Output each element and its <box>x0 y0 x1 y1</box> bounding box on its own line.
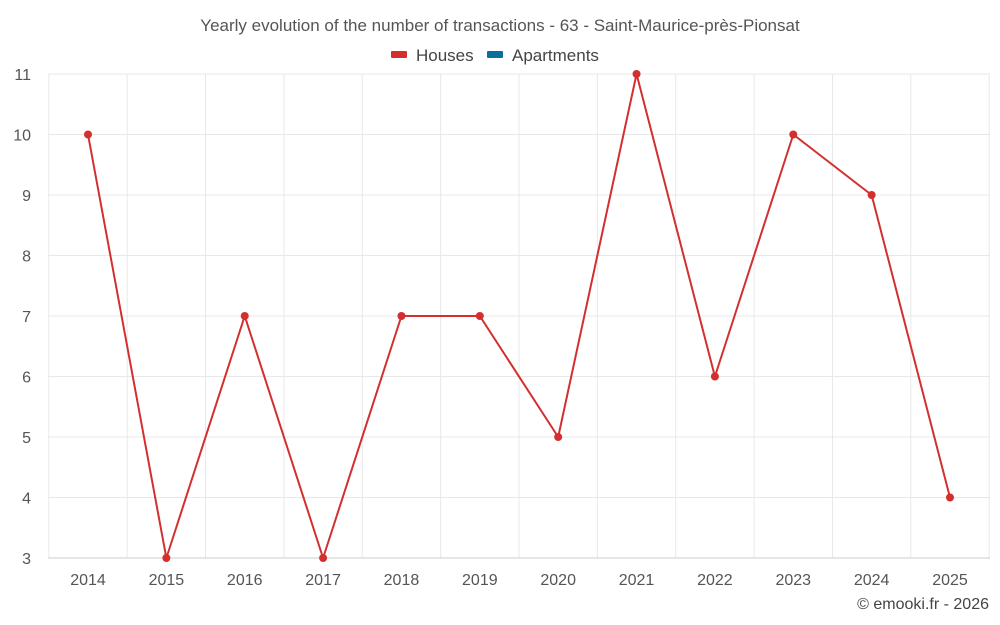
houses-line <box>87 73 951 559</box>
houses-point-2018[interactable] <box>397 312 406 320</box>
houses-point-2015[interactable] <box>162 554 171 562</box>
chart-title: Yearly evolution of the number of transa… <box>200 16 800 35</box>
houses-point-2014[interactable] <box>84 130 92 139</box>
x-tick-label: 2020 <box>540 572 576 589</box>
x-tick-label: 2014 <box>70 572 106 589</box>
y-tick-label: 6 <box>22 370 31 387</box>
houses-point-2020[interactable] <box>554 433 563 441</box>
y-tick-label: 5 <box>22 430 31 447</box>
x-tick-label: 2023 <box>775 572 811 589</box>
y-tick-label: 3 <box>22 551 31 568</box>
x-tick-label: 2024 <box>854 572 890 589</box>
y-tick-label: 4 <box>22 491 31 508</box>
x-tick-label: 2025 <box>932 572 968 589</box>
houses-point-2016[interactable] <box>240 312 249 320</box>
x-tick-label: 2022 <box>697 572 733 589</box>
y-axis-ticks: 3 4 5 6 7 8 9 10 11 <box>13 67 31 568</box>
houses-point-2024[interactable] <box>867 191 876 199</box>
houses-point-2021[interactable] <box>632 70 641 78</box>
copyright-text: © emooki.fr - 2026 <box>857 596 989 613</box>
y-tick-label: 10 <box>13 128 31 145</box>
legend: Houses Apartments <box>391 46 599 65</box>
y-tick-label: 11 <box>14 67 31 84</box>
y-tick-label: 9 <box>22 188 31 205</box>
houses-point-2017[interactable] <box>319 554 328 562</box>
x-tick-label: 2018 <box>384 572 420 589</box>
houses-point-2023[interactable] <box>789 130 798 139</box>
x-tick-label: 2016 <box>227 572 263 589</box>
houses-point-2025[interactable] <box>946 493 954 502</box>
x-tick-label: 2015 <box>149 572 185 589</box>
x-tick-label: 2021 <box>619 572 655 589</box>
houses-point-2019[interactable] <box>475 312 484 320</box>
y-tick-label: 7 <box>22 309 31 326</box>
x-tick-label: 2017 <box>305 572 341 589</box>
x-axis-ticks: 2014 2015 2016 2017 2018 2019 2020 2021 2022 2023… <box>70 572 968 589</box>
legend-label-houses[interactable]: Houses <box>416 46 474 65</box>
legend-swatch-apartments <box>487 51 503 58</box>
houses-point-2022[interactable] <box>710 372 719 381</box>
legend-label-apartments[interactable]: Apartments <box>512 46 599 65</box>
x-tick-label: 2019 <box>462 572 498 589</box>
legend-swatch-houses <box>391 51 407 58</box>
y-tick-label: 8 <box>22 249 31 266</box>
series-houses <box>84 70 954 562</box>
